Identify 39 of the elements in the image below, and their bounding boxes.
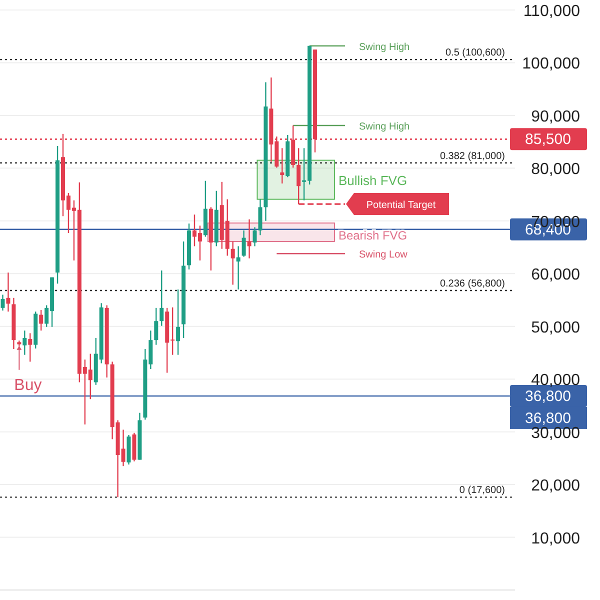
- band-label: Bearish FVG: [338, 228, 408, 242]
- candlestick: [0, 294, 5, 312]
- y-tick-label: 40,000: [531, 372, 580, 390]
- ref-line-label: Swing Low: [359, 250, 408, 261]
- band-label: Bullish FVG: [338, 172, 408, 188]
- y-tick-label: 110,000: [523, 3, 580, 20]
- candlestick: [22, 330, 27, 356]
- ref-line-label: 36,800: [525, 388, 571, 405]
- candlestick: [6, 272, 10, 312]
- y-tick-label: 100,000: [522, 56, 580, 73]
- candlestick: [252, 226, 257, 247]
- candlestick: [242, 230, 246, 258]
- ref-line-label: Swing High: [359, 42, 410, 53]
- ref-line-label: 0.5 (100,600): [446, 48, 505, 59]
- candlestick: [258, 198, 262, 236]
- text: 36,800: [525, 410, 571, 427]
- y-tick-label: 80,000: [531, 161, 580, 178]
- ref-line-label: Potential Target: [366, 200, 436, 212]
- ref-line-label: 0 (17,600): [459, 485, 505, 496]
- y-tick-label: 20,000: [531, 478, 580, 495]
- candlestick: [230, 240, 235, 286]
- ref-line-label: 85,500: [525, 131, 571, 148]
- candlestick: [39, 309, 44, 332]
- candlestick: [247, 218, 252, 259]
- candlestick: [236, 246, 240, 290]
- candlestick: [176, 288, 180, 356]
- y-tick-label: 60,000: [531, 266, 580, 284]
- ref-line-label: Swing High: [359, 121, 410, 132]
- candlestick: [160, 270, 164, 326]
- candlestick: [154, 307, 158, 346]
- y-tick-label: 90,000: [531, 108, 580, 126]
- y-tick-label: 30,000: [531, 424, 580, 442]
- ref-line-label: 0.382 (81,000): [440, 150, 505, 162]
- candlestick: [280, 148, 284, 184]
- ref-line-label: 0.236 (56,800): [440, 278, 505, 290]
- y-tick-label: 50,000: [531, 319, 580, 336]
- y-tick-label: 10,000: [531, 530, 580, 548]
- annotation: Buy: [14, 376, 42, 394]
- candlestick: [28, 332, 32, 362]
